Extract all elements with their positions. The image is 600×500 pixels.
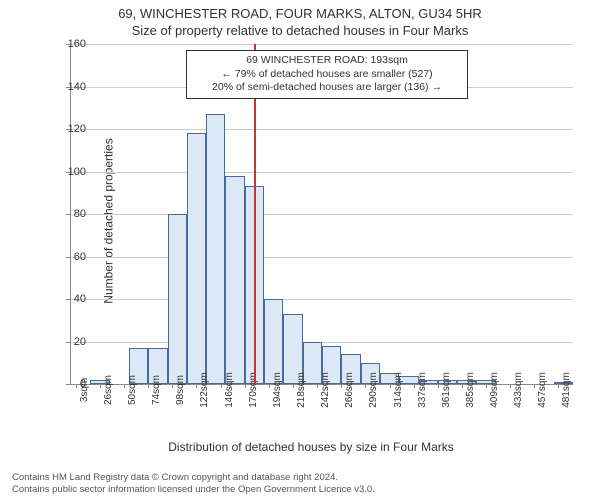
x-tick-mark	[196, 384, 197, 388]
x-tick-label: 409sqm	[489, 372, 500, 408]
y-tick-mark	[66, 44, 70, 45]
x-tick-mark	[390, 384, 391, 388]
annotation-line: 69 WINCHESTER ROAD: 193sqm	[195, 54, 459, 68]
x-tick-label: 433sqm	[513, 372, 524, 408]
gridline	[71, 172, 573, 173]
chart-title-main: 69, WINCHESTER ROAD, FOUR MARKS, ALTON, …	[0, 0, 600, 21]
x-tick-label: 122sqm	[199, 372, 210, 408]
x-tick-mark	[221, 384, 222, 388]
y-tick-mark	[66, 129, 70, 130]
x-tick-label: 218sqm	[296, 372, 307, 408]
x-tick-mark	[172, 384, 173, 388]
x-tick-label: 290sqm	[368, 372, 379, 408]
x-tick-mark	[100, 384, 101, 388]
annotation-line: ← 79% of detached houses are smaller (52…	[195, 68, 459, 82]
x-tick-label: 194sqm	[272, 372, 283, 408]
x-tick-label: 74sqm	[151, 375, 162, 405]
x-tick-mark	[438, 384, 439, 388]
x-tick-label: 242sqm	[320, 372, 331, 408]
x-tick-mark	[414, 384, 415, 388]
y-tick-mark	[66, 342, 70, 343]
x-tick-mark	[317, 384, 318, 388]
x-tick-label: 146sqm	[224, 372, 235, 408]
histogram-bar	[206, 114, 225, 384]
x-tick-label: 457sqm	[537, 372, 548, 408]
histogram-bar	[187, 133, 206, 384]
x-tick-mark	[558, 384, 559, 388]
x-tick-label: 361sqm	[441, 372, 452, 408]
y-tick-mark	[66, 384, 70, 385]
x-tick-label: 481sqm	[561, 372, 572, 408]
x-tick-label: 50sqm	[127, 375, 138, 405]
gridline	[71, 342, 573, 343]
x-tick-mark	[365, 384, 366, 388]
x-tick-label: 98sqm	[175, 375, 186, 405]
footer-line-2: Contains public sector information licen…	[12, 484, 588, 496]
annotation-line: 20% of semi-detached houses are larger (…	[195, 81, 459, 95]
gridline	[71, 299, 573, 300]
y-tick-mark	[66, 299, 70, 300]
x-tick-label: 170sqm	[248, 372, 259, 408]
footer-line-1: Contains HM Land Registry data © Crown c…	[12, 472, 588, 484]
gridline	[71, 257, 573, 258]
histogram-bar	[168, 214, 187, 384]
y-tick-mark	[66, 172, 70, 173]
gridline	[71, 214, 573, 215]
chart-container: Number of detached properties 69 WINCHES…	[50, 44, 572, 414]
x-tick-label: 26sqm	[103, 375, 114, 405]
y-tick-mark	[66, 214, 70, 215]
x-tick-mark	[486, 384, 487, 388]
x-tick-mark	[462, 384, 463, 388]
annotation-box: 69 WINCHESTER ROAD: 193sqm← 79% of detac…	[186, 50, 468, 99]
x-tick-mark	[245, 384, 246, 388]
x-tick-mark	[510, 384, 511, 388]
gridline	[71, 129, 573, 130]
y-tick-mark	[66, 257, 70, 258]
x-tick-mark	[293, 384, 294, 388]
x-tick-label: 3sqm	[79, 378, 90, 402]
footer-attribution: Contains HM Land Registry data © Crown c…	[12, 472, 588, 496]
x-tick-label: 337sqm	[417, 372, 428, 408]
x-axis-label: Distribution of detached houses by size …	[50, 440, 572, 454]
x-tick-mark	[76, 384, 77, 388]
x-tick-mark	[124, 384, 125, 388]
histogram-bar	[225, 176, 244, 384]
x-tick-mark	[534, 384, 535, 388]
gridline	[71, 44, 573, 45]
x-tick-mark	[341, 384, 342, 388]
y-tick-mark	[66, 87, 70, 88]
x-tick-mark	[269, 384, 270, 388]
chart-title-sub: Size of property relative to detached ho…	[0, 21, 600, 38]
x-tick-mark	[148, 384, 149, 388]
x-tick-label: 385sqm	[465, 372, 476, 408]
plot-area: 69 WINCHESTER ROAD: 193sqm← 79% of detac…	[70, 44, 573, 385]
x-tick-label: 314sqm	[393, 372, 404, 408]
x-tick-label: 266sqm	[344, 372, 355, 408]
